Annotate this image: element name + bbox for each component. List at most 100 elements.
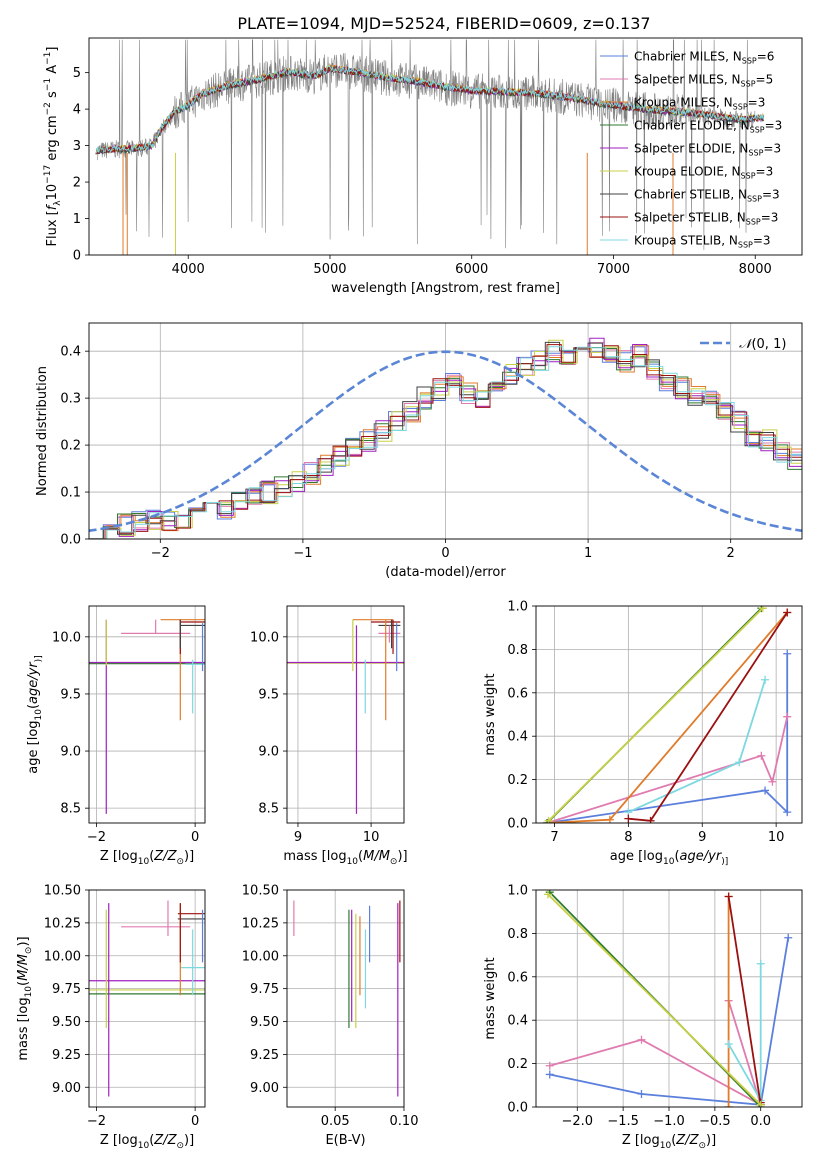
x-axis-label-part: ( xyxy=(358,849,363,864)
legend-entry-label: Kroupa STELIB, NSSP=3 xyxy=(634,234,771,250)
y-axis-label-part: age [log xyxy=(26,720,41,773)
y-axis-label-part: 10 xyxy=(24,986,34,998)
y-tick-label: 10.00 xyxy=(242,949,279,964)
x-axis-label-part: Z [log xyxy=(622,1133,660,1148)
x-tick-label: −2 xyxy=(151,546,170,561)
x-axis-label-part: ( xyxy=(149,1133,154,1148)
data-point-marker xyxy=(724,892,733,901)
y-axis-label-part: ( xyxy=(16,981,31,986)
y-tick-label: 9.25 xyxy=(250,1048,279,1063)
data-point-marker xyxy=(768,777,777,786)
x-tick-label: 10 xyxy=(363,830,380,845)
y-axis-label-part: 10 xyxy=(34,709,44,721)
x-tick-label: 9 xyxy=(698,830,706,845)
x-axis-label-part: Z [log xyxy=(100,849,138,864)
legend-entry-sub: SSP xyxy=(741,172,756,181)
y-axis-label-part: A xyxy=(45,65,60,78)
y-tick-label: 1.0 xyxy=(507,600,528,615)
y-axis-label-part: M/M xyxy=(16,954,31,981)
legend-entry-prefix: Chabrier STELIB, N xyxy=(634,188,747,202)
x-tick-label: −1.0 xyxy=(653,1114,685,1129)
axes-frame xyxy=(88,322,803,540)
data-point-marker xyxy=(783,608,792,617)
mass-weight-series-kroupa-elodie xyxy=(547,607,764,822)
legend-entry-label: Chabrier ELODIE, NSSP=3 xyxy=(634,119,782,135)
y-axis-label-part: ⊙ xyxy=(24,947,34,955)
y-tick-label: 0.6 xyxy=(507,686,528,701)
data-point-marker xyxy=(624,814,633,823)
axes-massweight_vs_z: −2.0 −1.5 −1.0 −0.5 0.0 0.0 0.2 0.4 0.6 0.8 1.0 Z [… xyxy=(483,884,803,1151)
plot-area-age_vs_mass xyxy=(287,619,404,814)
axes-residuals: −2 −1 0 1 2 0.0 0.1 0.2 0.3 0.4 (data-model)/error… xyxy=(35,322,803,580)
legend-entry-suffix: =3 xyxy=(765,119,783,133)
mass-weight-series-chabrier-miles xyxy=(549,937,790,1106)
y-axis-label: age [log10(age/yr)] xyxy=(26,655,44,773)
data-point-marker xyxy=(757,751,766,760)
observed-spectrum-line xyxy=(97,39,756,250)
y-tick-label: 2 xyxy=(73,176,81,191)
legend-entry-label: 𝒩(0, 1) xyxy=(739,337,786,352)
x-axis-label: age [log10(age/yr)] xyxy=(610,849,728,867)
normal-distribution-curve xyxy=(89,350,802,533)
axes-frame xyxy=(535,605,803,824)
legend-entry-prefix: Salpeter ELODIE, N xyxy=(634,142,748,156)
figure-title: PLATE=1094, MJD=52524, FIBERID=0609, z=0… xyxy=(237,14,650,33)
y-tick-label: 9.50 xyxy=(52,1015,81,1030)
y-tick-label: 5 xyxy=(73,66,81,81)
x-axis-label-part: age [log xyxy=(610,849,663,864)
y-tick-label: 10.0 xyxy=(52,630,81,645)
data-point-marker xyxy=(637,1035,646,1044)
x-tick-label: 0.0 xyxy=(750,1114,771,1129)
x-axis-label: (data-model)/error xyxy=(385,565,506,580)
plot-area-age_vs_z xyxy=(89,619,205,814)
y-tick-label: 0.8 xyxy=(507,927,528,942)
legend-entry-label: Chabrier STELIB, NSSP=3 xyxy=(634,188,780,204)
x-tick-label: −1 xyxy=(293,546,312,561)
y-tick-label: 10.0 xyxy=(250,630,279,645)
legend-entry-label: Kroupa ELODIE, NSSP=3 xyxy=(634,165,773,181)
x-axis-label-part: Z/Z xyxy=(153,1133,177,1148)
legend-entry-suffix: =3 xyxy=(763,142,781,156)
x-axis-label: mass [log10(M/M⊙)] xyxy=(283,849,407,867)
axes-frame xyxy=(88,37,803,256)
x-tick-label: 2 xyxy=(727,546,735,561)
x-axis-label: wavelength [Angstrom, rest frame] xyxy=(331,281,560,296)
x-axis-label-part: age/yr xyxy=(680,849,723,864)
x-tick-label: 10 xyxy=(768,830,785,845)
mass-weight-series-salpeter-miles xyxy=(546,716,789,823)
y-tick-label: 9.00 xyxy=(52,1081,81,1096)
y-axis-label-part: ( xyxy=(26,704,41,709)
data-point-marker xyxy=(544,816,553,823)
y-tick-label: 1.0 xyxy=(507,884,528,899)
x-axis-label-part: )] xyxy=(397,849,407,864)
x-axis-label-part: 10 xyxy=(138,1141,150,1151)
x-tick-label: 0 xyxy=(191,830,199,845)
y-axis-label-part: f xyxy=(45,203,60,210)
x-axis-label-part: 10 xyxy=(663,857,675,867)
plot-area-mass_vs_ebv xyxy=(293,900,401,1097)
x-axis-label-part: ⊙ xyxy=(390,857,398,867)
histogram-kroupa-elodie xyxy=(92,339,802,539)
legend-entry-prefix: Salpeter STELIB, N xyxy=(634,211,746,225)
x-tick-label: −2 xyxy=(87,830,106,845)
axes-mass_vs_ebv: 0.05 0.10 9.00 9.25 9.50 9.75 10.00 10.25 10.50 E… xyxy=(242,884,419,1149)
y-tick-label: 10.50 xyxy=(242,884,279,899)
y-tick-label: 0.2 xyxy=(507,1057,528,1072)
mass-weight-series-kroupa-miles xyxy=(547,611,788,823)
y-tick-label: 9.5 xyxy=(258,687,279,702)
data-point-marker xyxy=(784,933,793,942)
x-axis-label-part: Z/Z xyxy=(153,849,177,864)
y-tick-label: 0.2 xyxy=(507,773,528,788)
x-axis-label-part: Z/Z xyxy=(675,1133,699,1148)
y-axis-label-part: s xyxy=(45,91,60,102)
x-axis-label-part: )] xyxy=(706,1133,716,1148)
axes-frame xyxy=(88,889,206,1108)
y-axis-label: mass weight xyxy=(483,957,498,1039)
y-tick-label: 1 xyxy=(73,212,81,227)
y-tick-label: 9.50 xyxy=(250,1015,279,1030)
plot-area-residuals xyxy=(89,337,802,539)
legend-entry-label: Salpeter STELIB, NSSP=3 xyxy=(634,211,778,227)
legend-entry-sub: SSP xyxy=(733,103,748,112)
x-tick-label: 4000 xyxy=(172,262,205,277)
